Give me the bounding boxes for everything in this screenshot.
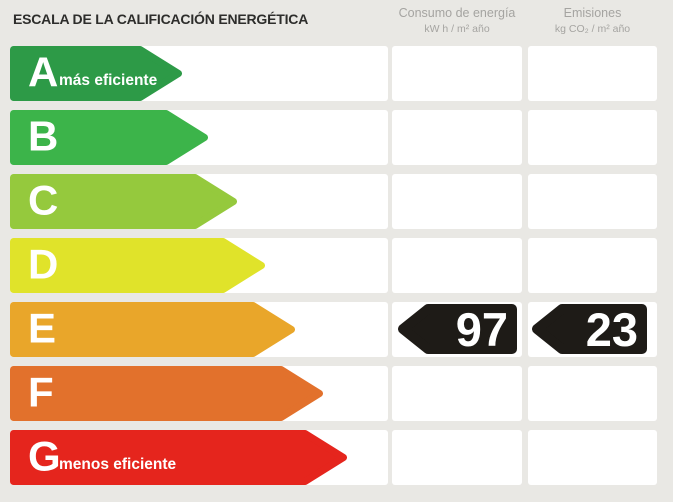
emissions-cell-e: 23 [528, 302, 657, 357]
rating-letter-f: F [28, 369, 54, 416]
page-title: ESCALA DE LA CALIFICACIÓN ENERGÉTICA [13, 11, 309, 27]
emissions-badge-shape [532, 304, 647, 354]
rating-letter-d: D [28, 241, 58, 288]
rating-row-f: F [0, 366, 673, 421]
rating-row-d: D [0, 238, 673, 293]
rating-arrow-shape [10, 302, 295, 357]
consumption-cell-d [392, 238, 522, 293]
emissions-value: 23 [586, 304, 638, 354]
rating-letter-e: E [28, 305, 56, 352]
rating-letter-a: A [28, 49, 58, 96]
consumption-value-badge: 97 [398, 304, 517, 354]
rating-arrow-f: F [10, 366, 323, 421]
consumption-cell-a [392, 46, 522, 101]
consumption-column-units: kW h / m² año [424, 23, 490, 35]
rating-row-e: E 97 23 [0, 302, 673, 357]
consumption-column-header: Consumo de energía kW h / m² año [392, 6, 522, 35]
rating-row-b: B [0, 110, 673, 165]
emissions-cell-a [528, 46, 657, 101]
emissions-column-title: Emisiones [563, 6, 622, 20]
rating-arrow-shape [10, 238, 265, 293]
rating-arrow-shape [10, 110, 208, 165]
rating-arrow-shape [10, 174, 237, 229]
consumption-cell-c [392, 174, 522, 229]
rating-arrow-shape [10, 366, 323, 421]
emissions-cell-f [528, 366, 657, 421]
emissions-column-header: Emisiones kg CO₂ / m² año [528, 6, 657, 35]
rating-arrow-b: B [10, 110, 208, 165]
consumption-column-title: Consumo de energía [398, 6, 516, 20]
emissions-column-units: kg CO₂ / m² año [554, 23, 631, 35]
emissions-cell-g [528, 430, 657, 485]
rating-arrow-shape [10, 46, 182, 101]
rating-arrow-shape [10, 430, 347, 485]
emissions-cell-d [528, 238, 657, 293]
rating-qualifier-g: menos eficiente [59, 456, 177, 473]
rating-arrow-d: D [10, 238, 265, 293]
rating-arrow-c: C [10, 174, 237, 229]
emissions-value-badge: 23 [532, 304, 647, 354]
rating-letter-b: B [28, 113, 58, 160]
rating-letter-c: C [28, 177, 58, 224]
consumption-cell-b [392, 110, 522, 165]
rating-row-c: C [0, 174, 673, 229]
consumption-cell-f [392, 366, 522, 421]
consumption-cell-g [392, 430, 522, 485]
emissions-cell-c [528, 174, 657, 229]
emissions-cell-b [528, 110, 657, 165]
rating-qualifier-a: más eficiente [59, 72, 158, 89]
rating-arrow-e: E [10, 302, 295, 357]
consumption-cell-e: 97 [392, 302, 522, 357]
rating-letter-g: G [28, 433, 61, 480]
consumption-value: 97 [456, 304, 508, 354]
consumption-badge-shape [398, 304, 517, 354]
